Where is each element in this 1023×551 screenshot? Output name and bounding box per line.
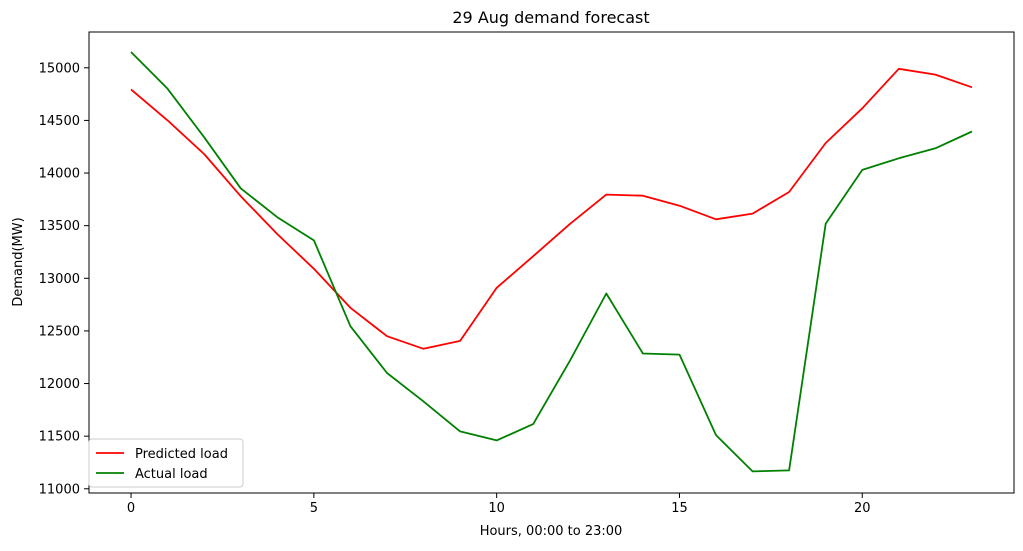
series-line-actual	[130, 51, 973, 473]
y-tick-label: 13000	[39, 272, 80, 287]
chart-title: 29 Aug demand forecast	[452, 8, 649, 27]
y-tick-label: 13500	[39, 219, 80, 234]
legend: Predicted load Actual load	[88, 438, 244, 488]
plot-frame	[88, 31, 1015, 494]
y-tick-label: 15000	[39, 61, 80, 76]
x-tick-label: 15	[671, 501, 688, 516]
x-tick-label: 0	[127, 501, 135, 516]
legend-label-actual: Actual load	[135, 467, 208, 482]
legend-box	[88, 438, 244, 488]
x-tick-label: 5	[310, 501, 318, 516]
y-tick-label: 14000	[39, 167, 80, 182]
x-tick-label: 10	[488, 501, 505, 516]
y-tick-label: 11500	[39, 430, 80, 445]
y-tick-label: 11000	[39, 482, 80, 497]
plot-background	[89, 32, 1014, 493]
y-tick-label: 14500	[39, 114, 80, 129]
y-tick-label: 12500	[39, 324, 80, 339]
legend-label-predicted: Predicted load	[135, 447, 228, 462]
y-tick-label: 12000	[39, 377, 80, 392]
y-axis-label: Demand(MW)	[11, 217, 26, 306]
x-axis-label: Hours, 00:00 to 23:00	[480, 524, 623, 539]
series-line-predicted	[130, 67, 973, 350]
x-tick-label: 20	[854, 501, 871, 516]
